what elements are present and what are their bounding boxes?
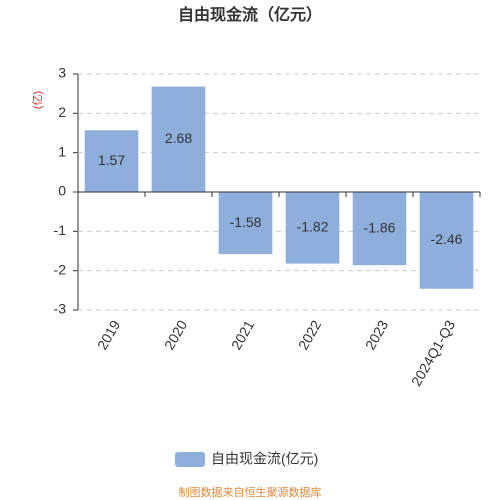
- y-tick-label: -3: [54, 301, 67, 317]
- bar: [151, 86, 206, 192]
- legend-swatch: [175, 452, 205, 467]
- data-label: -1.86: [364, 219, 396, 235]
- y-axis-label: (亿): [31, 91, 44, 109]
- data-label: -1.82: [297, 218, 329, 234]
- y-tick-label: -2: [54, 261, 67, 277]
- x-tick-label: 2022: [295, 317, 325, 352]
- data-label: 1.57: [98, 152, 125, 168]
- x-tick-label: 2024Q1-Q3: [408, 317, 459, 389]
- data-label: -2.46: [431, 231, 463, 247]
- chart-title: 自由现金流（亿元）: [178, 5, 322, 24]
- x-tick-label: 2020: [161, 317, 191, 352]
- y-tick-label: 1: [58, 143, 66, 159]
- y-tick-label: 0: [58, 183, 66, 199]
- x-tick-label: 2023: [362, 317, 392, 352]
- data-label: -1.58: [230, 214, 262, 230]
- legend-label: 自由现金流(亿元): [211, 451, 318, 467]
- bar: [84, 130, 139, 192]
- bar: [419, 192, 474, 289]
- bar: [218, 192, 273, 255]
- y-tick-label: 3: [58, 65, 66, 81]
- y-tick-label: -1: [54, 222, 67, 238]
- source-note: 制图数据来自恒生聚源数据库: [179, 485, 322, 499]
- bar: [352, 192, 407, 266]
- data-label: 2.68: [165, 130, 192, 146]
- bar: [285, 192, 340, 264]
- x-tick-label: 2019: [94, 317, 124, 352]
- y-tick-label: 2: [58, 104, 66, 120]
- x-tick-label: 2021: [228, 317, 258, 352]
